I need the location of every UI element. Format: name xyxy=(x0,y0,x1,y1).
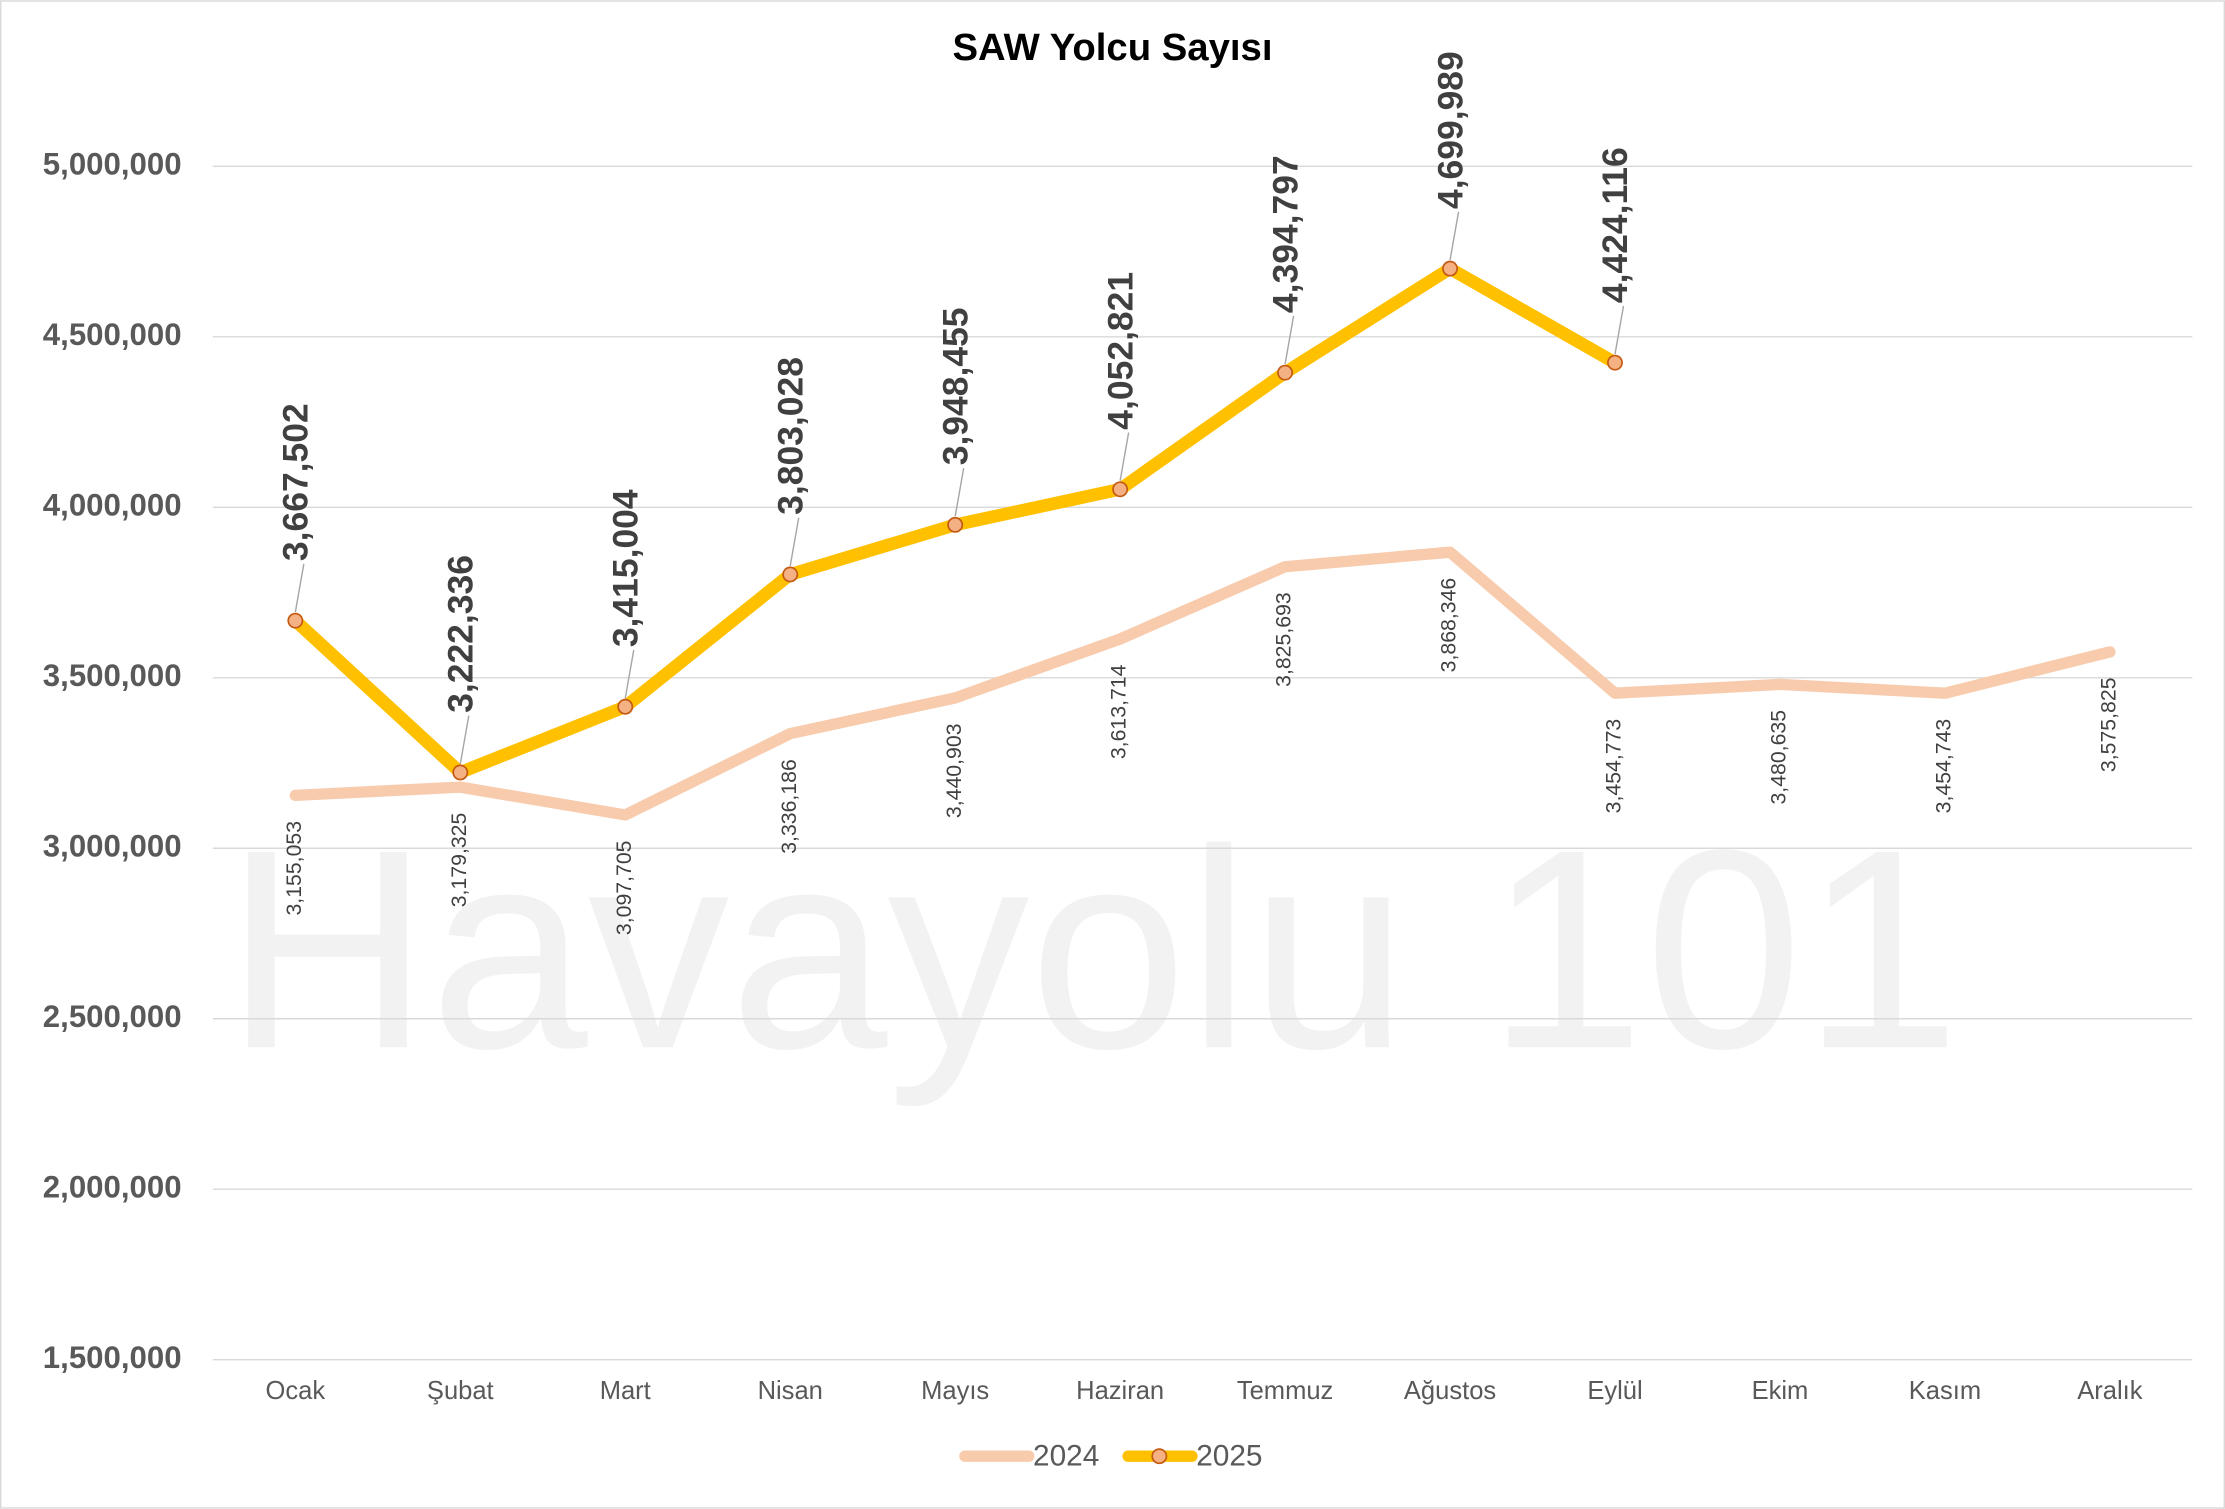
data-label: 3,155,053 xyxy=(282,821,306,916)
data-point xyxy=(1607,354,1623,371)
y-tick-label: 3,000,000 xyxy=(43,829,182,864)
data-point xyxy=(1442,260,1458,277)
data-label: 3,415,004 xyxy=(605,489,645,647)
data-label: 3,097,705 xyxy=(612,840,636,935)
leader-line xyxy=(789,517,800,567)
x-tick-label: Nisan xyxy=(758,1377,823,1405)
data-label: 4,699,989 xyxy=(1430,51,1470,209)
leader-line xyxy=(459,715,470,765)
x-tick-label: Temmuz xyxy=(1237,1377,1333,1405)
legend-marker xyxy=(1151,1448,1168,1465)
data-label: 3,480,635 xyxy=(1767,710,1791,805)
data-label: 3,222,336 xyxy=(441,555,481,713)
legend-label: 2024 xyxy=(1033,1439,1099,1472)
data-label: 4,052,821 xyxy=(1100,272,1140,430)
x-tick-label: Şubat xyxy=(427,1377,494,1405)
y-tick-label: 1,500,000 xyxy=(43,1340,182,1375)
y-tick-label: 2,500,000 xyxy=(43,999,182,1034)
x-tick-label: Eylül xyxy=(1587,1377,1642,1405)
x-tick-label: Ekim xyxy=(1752,1377,1809,1405)
data-point xyxy=(287,612,304,629)
y-tick-label: 4,500,000 xyxy=(43,317,182,352)
data-label: 3,825,693 xyxy=(1272,592,1296,687)
y-tick-label: 5,000,000 xyxy=(43,147,182,182)
leader-line xyxy=(294,563,305,613)
leader-line xyxy=(954,467,965,517)
watermark: Havayolu 101 xyxy=(225,791,1961,1109)
data-point xyxy=(617,698,634,715)
data-label: 3,336,186 xyxy=(777,759,801,854)
legend-label: 2025 xyxy=(1196,1439,1262,1472)
data-label: 3,454,773 xyxy=(1602,719,1626,814)
data-label: 3,948,455 xyxy=(935,307,975,465)
data-label: 3,179,325 xyxy=(447,813,471,908)
x-tick-label: Kasım xyxy=(1909,1377,1981,1405)
leader-line xyxy=(624,649,635,699)
leader-line xyxy=(1284,315,1295,365)
x-tick-label: Mayıs xyxy=(921,1377,989,1405)
leader-line xyxy=(1614,305,1625,355)
data-label: 3,803,028 xyxy=(770,357,810,515)
data-point xyxy=(1277,364,1294,381)
data-label: 3,613,714 xyxy=(1107,664,1131,759)
series-line xyxy=(289,546,2116,821)
data-label: 3,667,502 xyxy=(276,403,316,561)
data-point xyxy=(782,566,799,583)
data-label: 3,575,825 xyxy=(2097,677,2121,772)
data-label: 3,440,903 xyxy=(942,723,966,818)
x-tick-label: Ocak xyxy=(266,1377,326,1405)
leader-line xyxy=(1119,432,1130,481)
data-label: 3,454,743 xyxy=(1932,719,1956,814)
y-tick-label: 2,000,000 xyxy=(43,1169,182,1204)
chart-title: SAW Yolcu Sayısı xyxy=(953,26,1273,69)
x-tick-label: Ağustos xyxy=(1404,1377,1496,1405)
x-tick-label: Mart xyxy=(600,1377,651,1405)
data-label: 4,424,116 xyxy=(1595,147,1635,303)
data-label: 3,868,346 xyxy=(1437,578,1461,673)
x-tick-label: Aralık xyxy=(2077,1377,2142,1405)
y-tick-label: 4,000,000 xyxy=(43,488,182,523)
leader-line xyxy=(1449,211,1460,261)
data-point xyxy=(1112,481,1129,498)
x-tick-label: Haziran xyxy=(1076,1377,1164,1405)
y-tick-label: 3,500,000 xyxy=(43,658,182,693)
data-point xyxy=(947,516,964,533)
data-point xyxy=(452,764,469,781)
data-label: 4,394,797 xyxy=(1265,155,1305,313)
